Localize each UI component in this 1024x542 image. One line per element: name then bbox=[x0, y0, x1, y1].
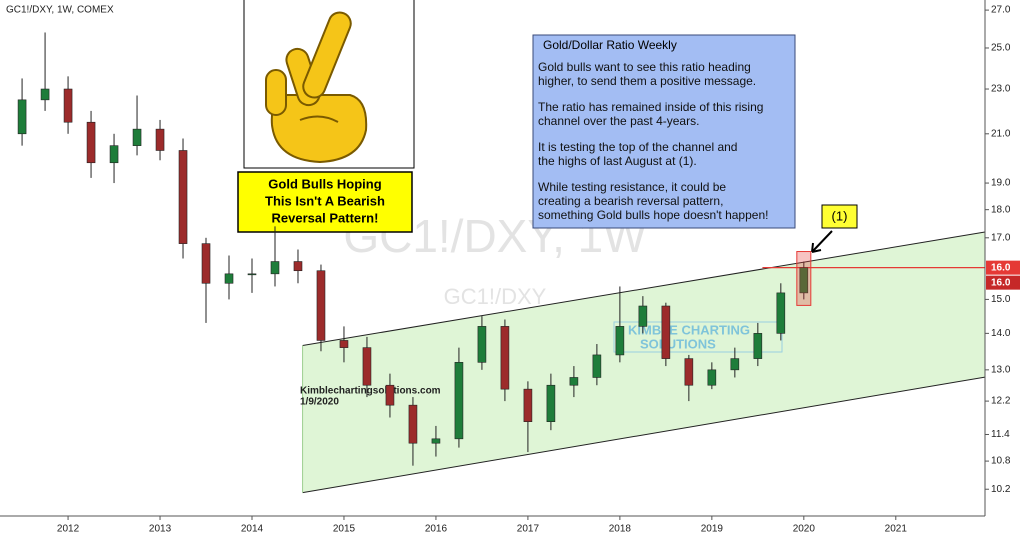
y-tick-label: 10.8 bbox=[991, 456, 1011, 467]
candle-body bbox=[155, 128, 165, 151]
candle-body bbox=[592, 354, 602, 378]
y-tick-label: 10.2 bbox=[991, 484, 1011, 495]
channel-line bbox=[302, 376, 986, 494]
last-price-label: 16.0 bbox=[991, 277, 1011, 288]
candle-body bbox=[293, 261, 303, 272]
note-text: channel over the past 4-years. bbox=[538, 114, 699, 128]
logo-frame bbox=[613, 321, 783, 353]
candle-body bbox=[799, 267, 809, 294]
candle-body bbox=[132, 128, 142, 146]
candle-body bbox=[546, 384, 556, 422]
marker-box bbox=[821, 204, 858, 229]
y-tick-label: 12.2 bbox=[991, 396, 1011, 407]
x-tick-label: 2020 bbox=[793, 524, 816, 535]
x-tick-label: 2016 bbox=[425, 524, 448, 535]
y-tick-label: 18.0 bbox=[991, 204, 1011, 215]
watermark: GC1!/DXY bbox=[444, 284, 547, 309]
y-tick-label: 25.0 bbox=[991, 43, 1011, 54]
candle-body bbox=[454, 362, 464, 440]
note-text: creating a bearish reversal pattern, bbox=[538, 194, 723, 208]
candle-body bbox=[270, 261, 280, 275]
candle-body bbox=[40, 88, 50, 101]
candle-body bbox=[385, 384, 395, 406]
candle-body bbox=[362, 347, 372, 386]
x-tick-label: 2017 bbox=[517, 524, 540, 535]
note-text: something Gold bulls hope doesn't happen… bbox=[538, 208, 768, 222]
x-tick-label: 2014 bbox=[241, 524, 264, 535]
x-tick-label: 2019 bbox=[701, 524, 724, 535]
y-tick-label: 21.0 bbox=[991, 128, 1011, 139]
highlight-box bbox=[796, 251, 812, 306]
x-tick-label: 2013 bbox=[149, 524, 172, 535]
last-price-label-box bbox=[986, 275, 1020, 290]
candle-body bbox=[109, 145, 119, 164]
candle-body bbox=[477, 326, 487, 363]
note-title: Gold/Dollar Ratio Weekly bbox=[543, 38, 677, 52]
x-tick-label: 2021 bbox=[885, 524, 908, 535]
candle-body bbox=[753, 333, 763, 359]
source-text: Kimblechartingsolutions.com bbox=[300, 386, 441, 397]
candle-body bbox=[707, 369, 717, 386]
logo-text: SOLUTIONS bbox=[640, 336, 716, 351]
source-date: 1/9/2020 bbox=[300, 397, 339, 408]
candle-body bbox=[500, 326, 510, 390]
candle-body bbox=[178, 150, 188, 244]
note-text: It is testing the top of the channel and bbox=[538, 140, 737, 154]
candle-body bbox=[63, 88, 73, 123]
y-tick-label: 11.4 bbox=[991, 429, 1010, 440]
marker-arrow bbox=[811, 230, 833, 253]
resistance-label-box bbox=[986, 260, 1020, 275]
y-tick-label: 23.0 bbox=[991, 84, 1011, 95]
candle-body bbox=[569, 377, 579, 386]
callout-text: Reversal Pattern! bbox=[272, 210, 379, 225]
marker-label: (1) bbox=[832, 208, 848, 223]
x-tick-label: 2012 bbox=[57, 524, 80, 535]
y-tick-label: 17.0 bbox=[991, 232, 1011, 243]
candle-body bbox=[224, 273, 234, 284]
y-tick-label: 14.0 bbox=[991, 328, 1011, 339]
channel-area bbox=[302, 232, 986, 493]
x-tick-label: 2015 bbox=[333, 524, 356, 535]
logo-text: KIMBLE CHARTING bbox=[628, 322, 750, 337]
note-text: the highs of last August at (1). bbox=[538, 154, 697, 168]
channel-line bbox=[302, 231, 986, 346]
y-tick-label: 27.0 bbox=[991, 5, 1011, 16]
note-box bbox=[532, 34, 796, 229]
candle-body bbox=[247, 273, 257, 276]
callout-text: Gold Bulls Hoping bbox=[268, 176, 381, 191]
chart-title: GC1!/DXY, 1W, COMEX bbox=[6, 5, 114, 16]
y-tick-label: 15.0 bbox=[991, 294, 1011, 305]
candle-body bbox=[523, 388, 533, 422]
candle-body bbox=[408, 404, 418, 444]
resistance-label: 16.0 bbox=[991, 262, 1011, 273]
candle-body bbox=[615, 326, 625, 356]
candle-body bbox=[776, 292, 786, 334]
callout-text: This Isn't A Bearish bbox=[265, 193, 385, 208]
note-text: The ratio has remained inside of this ri… bbox=[538, 100, 763, 114]
y-tick-label: 19.0 bbox=[991, 178, 1011, 189]
candle-body bbox=[431, 438, 441, 444]
candle-body bbox=[638, 305, 648, 327]
note-text: While testing resistance, it could be bbox=[538, 180, 726, 194]
candle-body bbox=[17, 99, 27, 135]
callout-box bbox=[237, 171, 413, 233]
note-text: higher, to send them a positive message. bbox=[538, 74, 756, 88]
candle-body bbox=[730, 358, 740, 371]
y-tick-label: 13.0 bbox=[991, 364, 1011, 375]
candle-body bbox=[316, 270, 326, 341]
note-text: Gold bulls want to see this ratio headin… bbox=[538, 60, 751, 74]
x-tick-label: 2018 bbox=[609, 524, 632, 535]
candle-body bbox=[661, 305, 671, 359]
candle-body bbox=[201, 243, 211, 284]
candle-body bbox=[86, 121, 96, 164]
crossed-fingers-icon bbox=[265, 11, 368, 164]
candle-body bbox=[339, 340, 349, 348]
candle-body bbox=[684, 358, 694, 386]
